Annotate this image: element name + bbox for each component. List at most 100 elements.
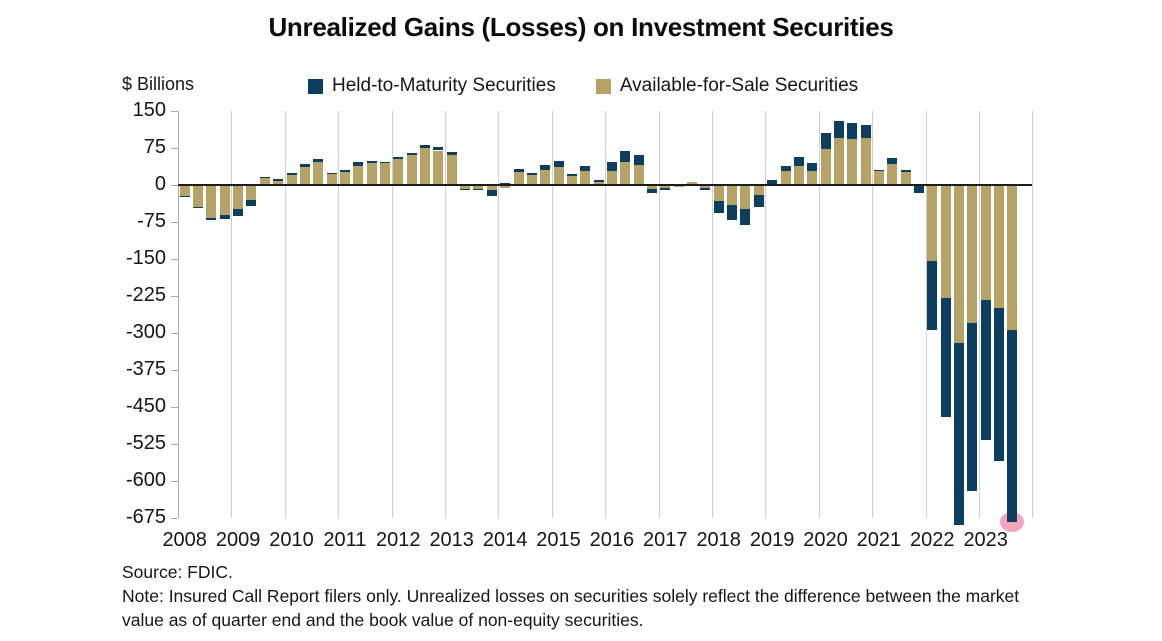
bar-segment-afs [420,147,430,185]
y-tick-mark [171,481,178,482]
year-gridline [818,111,820,518]
bar-segment-afs [620,161,631,185]
bar-segment-afs [273,180,284,185]
bar-segment-afs [500,185,511,188]
bar-segment-htm [954,343,964,526]
bar-segment-htm [807,162,818,171]
bar-segment-afs [967,185,978,323]
bar-segment-afs [713,185,724,201]
y-tick-label: -450 [125,395,166,417]
legend-label-htm: Held-to-Maturity Securities [332,75,556,96]
bar-segment-afs [833,138,844,185]
bar-segment-htm [820,133,831,149]
legend-swatch-afs [595,78,611,94]
bar-segment-htm [740,209,751,226]
bar-segment-htm [420,144,430,148]
bar-segment-htm [286,172,297,176]
bar-segment-htm [233,209,244,216]
x-axis-year-label: 2008 [162,529,207,551]
year-gridline [338,111,340,518]
bar-segment-afs [460,185,471,189]
bar-segment-htm [753,194,764,208]
legend-item-afs: Available-for-Sale Securities [595,75,858,97]
y-tick-mark [171,148,178,149]
source-note: Source: FDIC. [122,562,233,582]
bar-segment-afs [446,155,457,185]
x-axis-year-label: 2011 [323,529,367,551]
y-tick-mark [171,222,178,223]
bar-segment-htm [980,299,991,440]
bar-segment-afs [259,177,270,185]
y-tick-label: 150 [132,99,166,121]
year-gridline [658,111,660,518]
y-tick-mark [171,333,178,334]
bar-segment-afs [246,185,257,201]
latest-quarter-highlight [1000,512,1025,533]
bar-segment-htm [339,170,350,172]
bar-segment-htm [193,207,203,209]
y-tick-label: -300 [125,321,166,343]
bar-segment-htm [780,166,791,171]
y-tick-mark [171,185,178,186]
y-tick-label: -675 [125,506,166,528]
bar-segment-htm [887,158,898,164]
bar-segment-afs [299,166,310,185]
bar-segment-afs [540,170,551,185]
bar-segment-afs [433,150,444,185]
bar-segment-htm [847,122,858,140]
legend-item-htm: Held-to-Maturity Securities [308,75,556,97]
bar-segment-htm [713,200,724,213]
x-axis-year-label: 2015 [536,529,581,551]
bar-segment-htm [727,205,738,220]
bar-segment-htm [273,179,284,181]
bar-segment-afs [566,176,577,185]
bar-segment-afs [353,165,364,185]
bar-segment-afs [313,161,324,185]
year-gridline [872,111,874,518]
bar-segment-htm [606,161,617,172]
x-axis-year-label: 2014 [482,529,528,551]
bar-segment-afs [660,185,671,188]
bar-segment-htm [326,172,337,175]
bar-segment-afs [339,171,350,185]
y-tick-mark [171,259,178,260]
bar-segment-afs [873,170,884,185]
year-gridline [391,111,393,518]
bar-segment-htm [967,322,978,491]
bar-segment-afs [233,185,244,210]
year-gridline [231,111,233,518]
bar-segment-htm [620,150,631,162]
bar-segment-htm [259,177,270,178]
legend: Held-to-Maturity Securities Available-fo… [308,75,858,97]
year-gridline [712,111,713,518]
bar-segment-afs [927,185,938,261]
bar-segment-htm [433,146,444,151]
bar-segment-htm [660,187,671,190]
bar-segment-afs [179,185,190,197]
bar-segment-htm [179,196,190,197]
y-tick-mark [171,444,178,445]
bar-segment-afs [606,171,617,185]
y-tick-label: -375 [125,358,166,380]
bar-segment-afs [406,154,417,185]
bar-segment-htm [246,200,257,206]
bar-segment-afs [486,185,497,191]
bar-segment-afs [740,185,751,210]
bar-segment-afs [847,139,858,185]
y-tick-label: -75 [137,210,166,232]
year-gridline [1032,111,1034,518]
zero-line [178,184,1033,186]
bar-segment-htm [526,172,537,175]
bar-segment-htm [927,261,938,331]
bar-segment-afs [1007,185,1018,330]
bar-segment-afs [526,174,537,185]
bar-segment-htm [833,120,844,139]
x-axis-year-label: 2010 [269,529,314,551]
year-gridline [605,111,607,518]
year-gridline [979,111,980,518]
bar-segment-afs [206,185,217,218]
bar-segment-afs [727,185,738,206]
x-axis-year-label: 2021 [856,529,902,551]
y-tick-mark [171,518,178,519]
bar-segment-htm [1007,330,1018,523]
